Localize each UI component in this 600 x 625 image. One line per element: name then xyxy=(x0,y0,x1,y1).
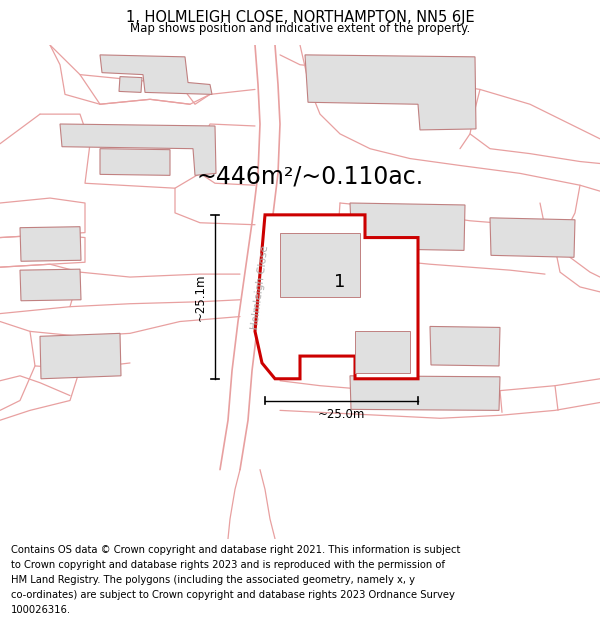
Polygon shape xyxy=(430,326,500,366)
Polygon shape xyxy=(355,331,410,373)
Polygon shape xyxy=(100,149,170,176)
Text: ~25.1m: ~25.1m xyxy=(194,273,207,321)
Polygon shape xyxy=(350,376,500,411)
Polygon shape xyxy=(20,227,81,261)
Text: 100026316.: 100026316. xyxy=(11,605,71,615)
Polygon shape xyxy=(60,124,216,176)
Text: 1, HOLMLEIGH CLOSE, NORTHAMPTON, NN5 6JE: 1, HOLMLEIGH CLOSE, NORTHAMPTON, NN5 6JE xyxy=(125,10,475,25)
Text: 1: 1 xyxy=(334,273,346,291)
Polygon shape xyxy=(305,55,476,130)
Polygon shape xyxy=(280,232,360,297)
Polygon shape xyxy=(40,333,121,379)
Text: ~25.0m: ~25.0m xyxy=(318,408,365,421)
Polygon shape xyxy=(119,77,142,92)
Polygon shape xyxy=(20,269,81,301)
Text: ~446m²/~0.110ac.: ~446m²/~0.110ac. xyxy=(196,164,424,188)
Polygon shape xyxy=(255,215,418,379)
Text: Holmleigh Close: Holmleigh Close xyxy=(250,244,270,329)
Text: co-ordinates) are subject to Crown copyright and database rights 2023 Ordnance S: co-ordinates) are subject to Crown copyr… xyxy=(11,590,455,600)
Polygon shape xyxy=(100,55,212,94)
Polygon shape xyxy=(350,203,465,251)
Polygon shape xyxy=(490,217,575,258)
Text: to Crown copyright and database rights 2023 and is reproduced with the permissio: to Crown copyright and database rights 2… xyxy=(11,560,445,570)
Text: Map shows position and indicative extent of the property.: Map shows position and indicative extent… xyxy=(130,22,470,35)
Text: Contains OS data © Crown copyright and database right 2021. This information is : Contains OS data © Crown copyright and d… xyxy=(11,545,460,555)
Text: HM Land Registry. The polygons (including the associated geometry, namely x, y: HM Land Registry. The polygons (includin… xyxy=(11,575,415,585)
